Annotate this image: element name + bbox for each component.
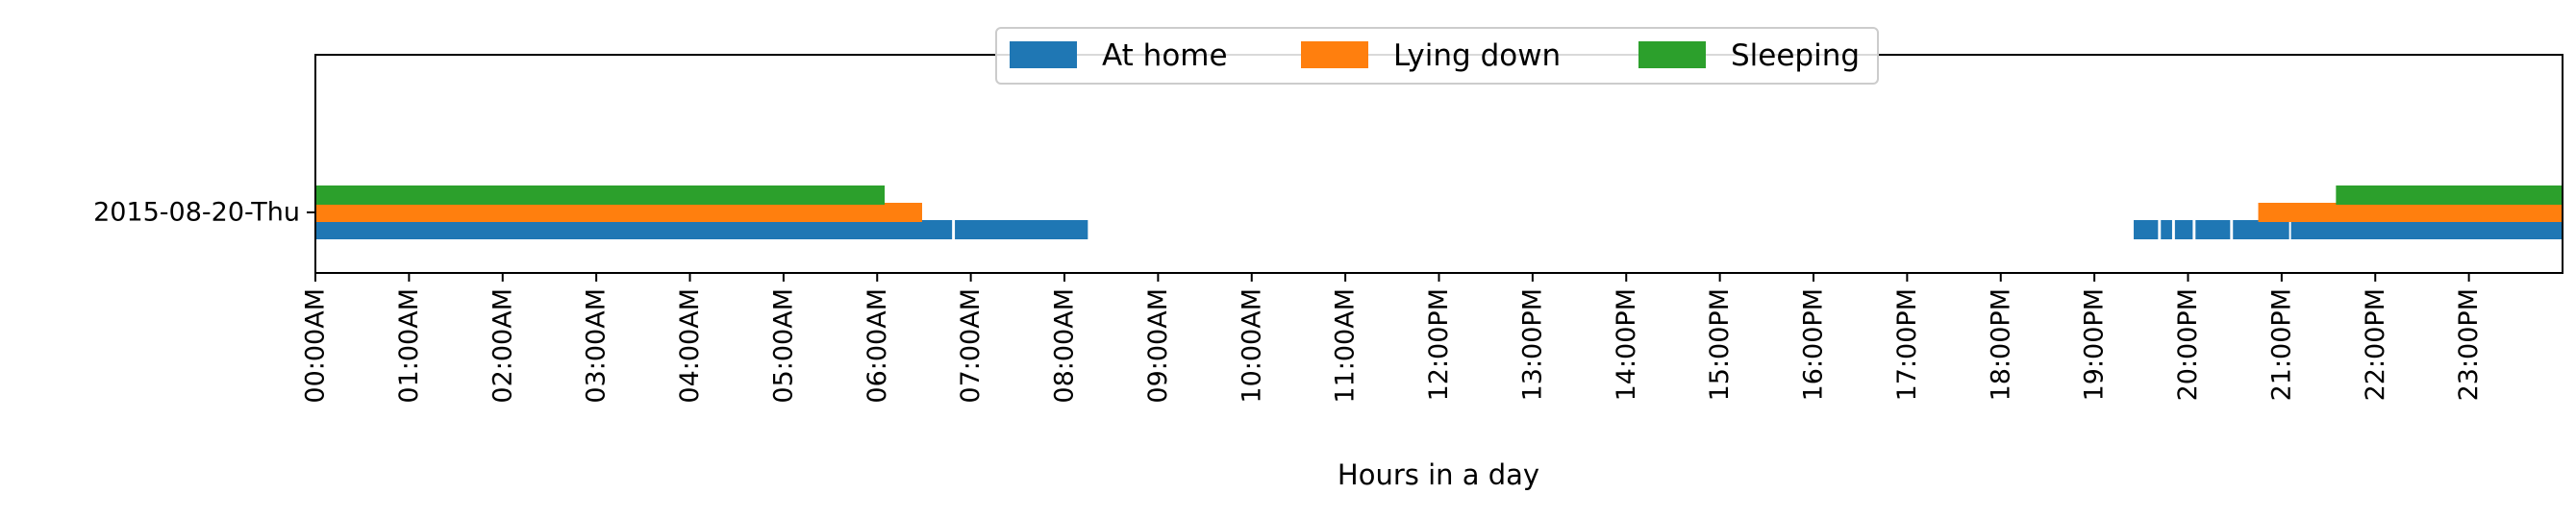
x-tick-label: 04:00AM [675, 288, 705, 404]
x-tick-label: 15:00PM [1705, 288, 1735, 401]
legend-swatch-sleeping [1638, 41, 1706, 68]
x-tick-label: 18:00PM [1986, 288, 2015, 401]
legend-swatch-at-home [1010, 41, 1077, 68]
x-tick-label: 14:00PM [1612, 288, 1641, 401]
x-tick-label: 23:00PM [2454, 288, 2484, 401]
x-tick-label: 21:00PM [2266, 288, 2296, 401]
x-tick-label: 13:00PM [1517, 288, 1547, 401]
x-tick-label: 06:00AM [863, 288, 892, 404]
legend: At home Lying down Sleeping [995, 27, 1879, 85]
legend-label-at-home: At home [1102, 38, 1228, 73]
x-tick-label: 02:00AM [488, 288, 517, 404]
y-tick-label: 2015-08-20-Thu [93, 198, 300, 228]
x-tick-label: 10:00AM [1237, 288, 1266, 404]
x-tick-label: 05:00AM [768, 288, 798, 404]
bar-at-home-6 [2233, 220, 2289, 239]
interval-bars [315, 185, 2563, 239]
bar-at-home-4 [2174, 220, 2193, 239]
y-axis: 2015-08-20-Thu [93, 198, 315, 228]
x-axis-label: Hours in a day [1338, 458, 1539, 491]
bar-sleeping-1 [2336, 185, 2563, 205]
x-tick-label: 07:00AM [956, 288, 986, 404]
bar-at-home-5 [2195, 220, 2231, 239]
bar-at-home-3 [2161, 220, 2172, 239]
x-tick-label: 19:00PM [2080, 288, 2110, 401]
x-tick-label: 11:00AM [1331, 288, 1361, 404]
x-tick-label: 03:00AM [582, 288, 612, 404]
x-tick-label: 20:00PM [2173, 288, 2203, 401]
x-tick-label: 09:00AM [1143, 288, 1173, 404]
x-tick-label: 08:00AM [1050, 288, 1080, 404]
x-tick-label: 16:00PM [1799, 288, 1829, 401]
bar-lying-down-0 [315, 203, 922, 222]
x-tick-label: 00:00AM [301, 288, 331, 404]
x-tick-label: 12:00PM [1424, 288, 1454, 401]
legend-swatch-lying-down [1301, 41, 1368, 68]
x-tick-label: 01:00AM [394, 288, 424, 404]
legend-label-lying-down: Lying down [1393, 38, 1561, 73]
bar-at-home-1 [955, 220, 1088, 239]
bar-at-home-7 [2290, 220, 2563, 239]
x-axis: 00:00AM 01:00AM 02:00AM 03:00AM 04:00AM 05:00… [301, 273, 2484, 404]
bar-at-home-0 [315, 220, 953, 239]
legend-label-sleeping: Sleeping [1731, 38, 1860, 73]
x-tick-label: 22:00PM [2361, 288, 2390, 401]
x-tick-label: 17:00PM [1892, 288, 1922, 401]
bar-sleeping-0 [315, 185, 886, 205]
bar-at-home-2 [2134, 220, 2159, 239]
bar-lying-down-1 [2258, 203, 2563, 222]
